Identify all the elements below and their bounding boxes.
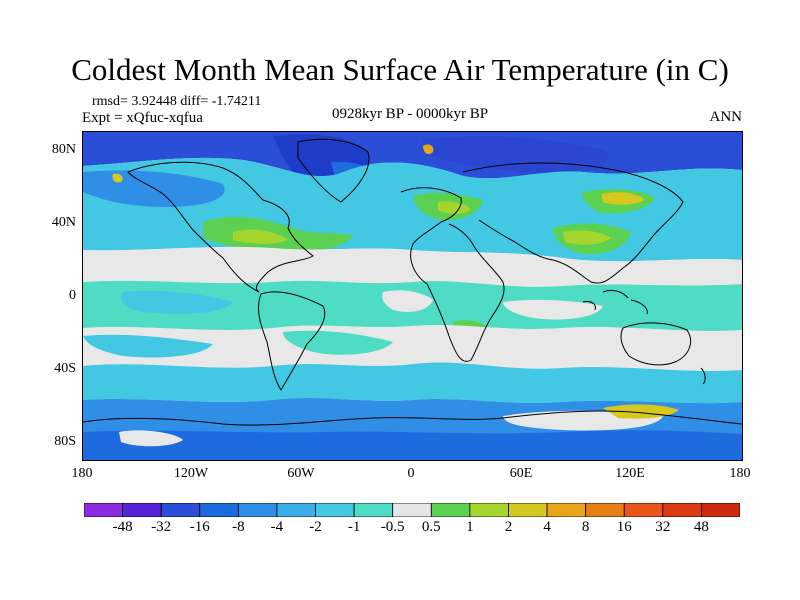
- colorbar-swatch: [662, 503, 702, 517]
- colorbar-swatch: [84, 503, 123, 517]
- colorbar-tick-label: 2: [504, 519, 513, 535]
- colorbar-swatch: [237, 503, 278, 517]
- colorbar-swatch: [122, 503, 162, 517]
- north-america-coast: [127, 161, 314, 293]
- europe-warm-core: [438, 201, 471, 214]
- colorbar-swatch: [508, 503, 548, 517]
- lat-label-40s: 40S: [54, 361, 76, 376]
- south-pacific-cyan: [83, 334, 213, 358]
- greenland-coast: [297, 138, 370, 203]
- antarctica-coast: [83, 410, 742, 426]
- colorbar-tick-label: -32: [151, 519, 172, 535]
- colorbar-swatch: [469, 503, 509, 517]
- north-america-warm-core: [233, 229, 288, 244]
- lon-label-120e: 120E: [615, 466, 645, 481]
- indian-ocean-grey: [503, 299, 603, 320]
- colorbar-swatch: [160, 503, 201, 517]
- southeast-asia-islands: [582, 289, 648, 315]
- chart-title: Coldest Month Mean Surface Air Temperatu…: [71, 52, 729, 87]
- colorbar-tick-label: -1: [347, 519, 361, 535]
- experiment-label: Expt = xQfuc-xqfua: [82, 110, 203, 126]
- lon-label-120w: 120W: [173, 466, 209, 481]
- atlantic-grey: [382, 290, 433, 312]
- antarctica-grey-spot: [119, 430, 183, 447]
- season-label: ANN: [709, 109, 743, 125]
- lon-label-180e: 180: [729, 466, 751, 481]
- colorbar-swatch: [276, 503, 316, 517]
- siberia-warm-spot: [423, 144, 434, 154]
- colorbar-swatch: [353, 503, 394, 517]
- colorbar-swatch: [701, 503, 740, 517]
- colorbar-tick-label: 1: [466, 519, 474, 535]
- lon-label-60e: 60E: [509, 466, 533, 481]
- rmsd-diff-stats: rmsd= 3.92448 diff= -1.74211: [92, 94, 262, 109]
- coastlines: [83, 138, 742, 426]
- colorbar-swatch: [585, 503, 625, 517]
- colorbar-tick-label: -2: [309, 519, 322, 535]
- new-zealand-coast: [700, 367, 706, 385]
- lon-label-60w: 60W: [287, 466, 315, 481]
- lat-label-80s: 80S: [54, 434, 76, 449]
- period-label: 0928kyr BP - 0000kyr BP: [331, 106, 489, 122]
- colorbar-tick-label: -4: [270, 519, 284, 535]
- colorbar-swatch: [392, 503, 432, 517]
- colorbar-tick-label: -48: [112, 519, 133, 535]
- colorbar-swatch: [199, 503, 239, 517]
- antarctic-deep-cold: [83, 430, 742, 460]
- east-asia-warm-core: [601, 192, 645, 205]
- australia-coast: [620, 322, 691, 366]
- europe-africa-coast: [400, 187, 505, 362]
- south-atlantic-cyan: [283, 330, 393, 355]
- colorbar-tick-label: 48: [693, 519, 709, 535]
- colorbar-tick-label: 4: [543, 519, 551, 535]
- temperature-difference-map: [82, 131, 743, 461]
- pacific-cyan-patch: [120, 290, 233, 314]
- lon-label-180w: 180: [71, 466, 93, 481]
- lat-label-40n: 40N: [51, 215, 76, 230]
- colorbar-tick-label: -16: [189, 519, 210, 535]
- lon-label-0: 0: [407, 466, 415, 481]
- colorbar-tick-label: -8: [232, 519, 245, 535]
- south-america-coast: [258, 291, 326, 391]
- lat-label-80n: 80N: [51, 142, 76, 157]
- southern-cyan-band: [83, 362, 742, 404]
- southern-neutral-band: [83, 325, 742, 371]
- alaska-warm-spot: [112, 173, 123, 183]
- colorbar-tick-label: 16: [616, 519, 632, 535]
- asia-coast: [462, 162, 684, 284]
- asia-warm-core: [563, 230, 611, 245]
- north-america-warm: [203, 216, 353, 252]
- colorbar-tick-label: 8: [581, 519, 590, 535]
- colorbar-swatch: [315, 503, 355, 517]
- colorbar-tick-label: 0.5: [421, 519, 441, 535]
- colorbar-swatch: [430, 503, 471, 517]
- colorbar-tick-label: 32: [655, 519, 671, 535]
- colorbar-swatch: [623, 503, 664, 517]
- lat-label-equator: 0: [69, 288, 76, 303]
- colorbar: [84, 503, 740, 517]
- colorbar-tick-label: -0.5: [380, 519, 405, 535]
- colorbar-swatch: [546, 503, 587, 517]
